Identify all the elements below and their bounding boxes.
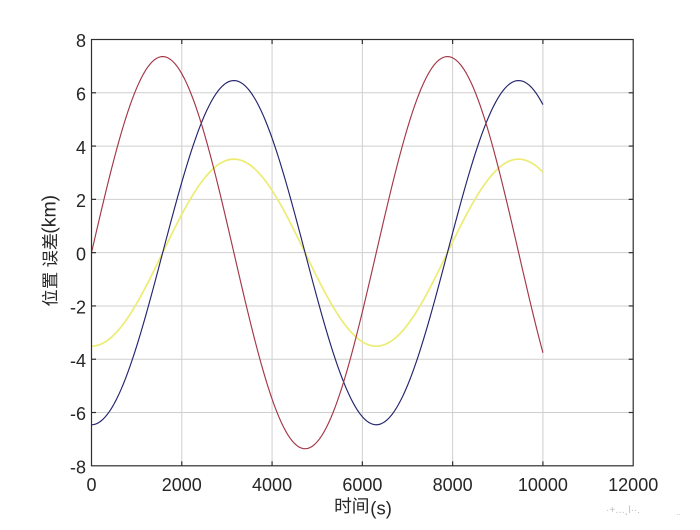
svg-text:·+…˛l··․: ·+…˛l··․ (606, 505, 640, 516)
svg-text:0: 0 (86, 475, 96, 495)
svg-text:··: ·· (676, 510, 681, 519)
svg-text:6000: 6000 (342, 475, 382, 495)
svg-text:-6: -6 (70, 404, 86, 424)
svg-text:2: 2 (76, 191, 86, 211)
svg-text:6: 6 (76, 84, 86, 104)
svg-text:10000: 10000 (518, 475, 568, 495)
svg-text:0: 0 (76, 244, 86, 264)
svg-text:-8: -8 (70, 458, 86, 478)
svg-text:8000: 8000 (433, 475, 473, 495)
svg-text:-4: -4 (70, 351, 86, 371)
svg-text:(s): (s) (370, 497, 392, 518)
svg-text:-2: -2 (70, 298, 86, 318)
svg-text:2000: 2000 (162, 475, 202, 495)
svg-text:4000: 4000 (252, 475, 292, 495)
svg-text:4: 4 (76, 138, 86, 158)
svg-text:12000: 12000 (608, 475, 658, 495)
svg-text:8: 8 (76, 31, 86, 51)
svg-text:(km): (km) (39, 195, 61, 234)
